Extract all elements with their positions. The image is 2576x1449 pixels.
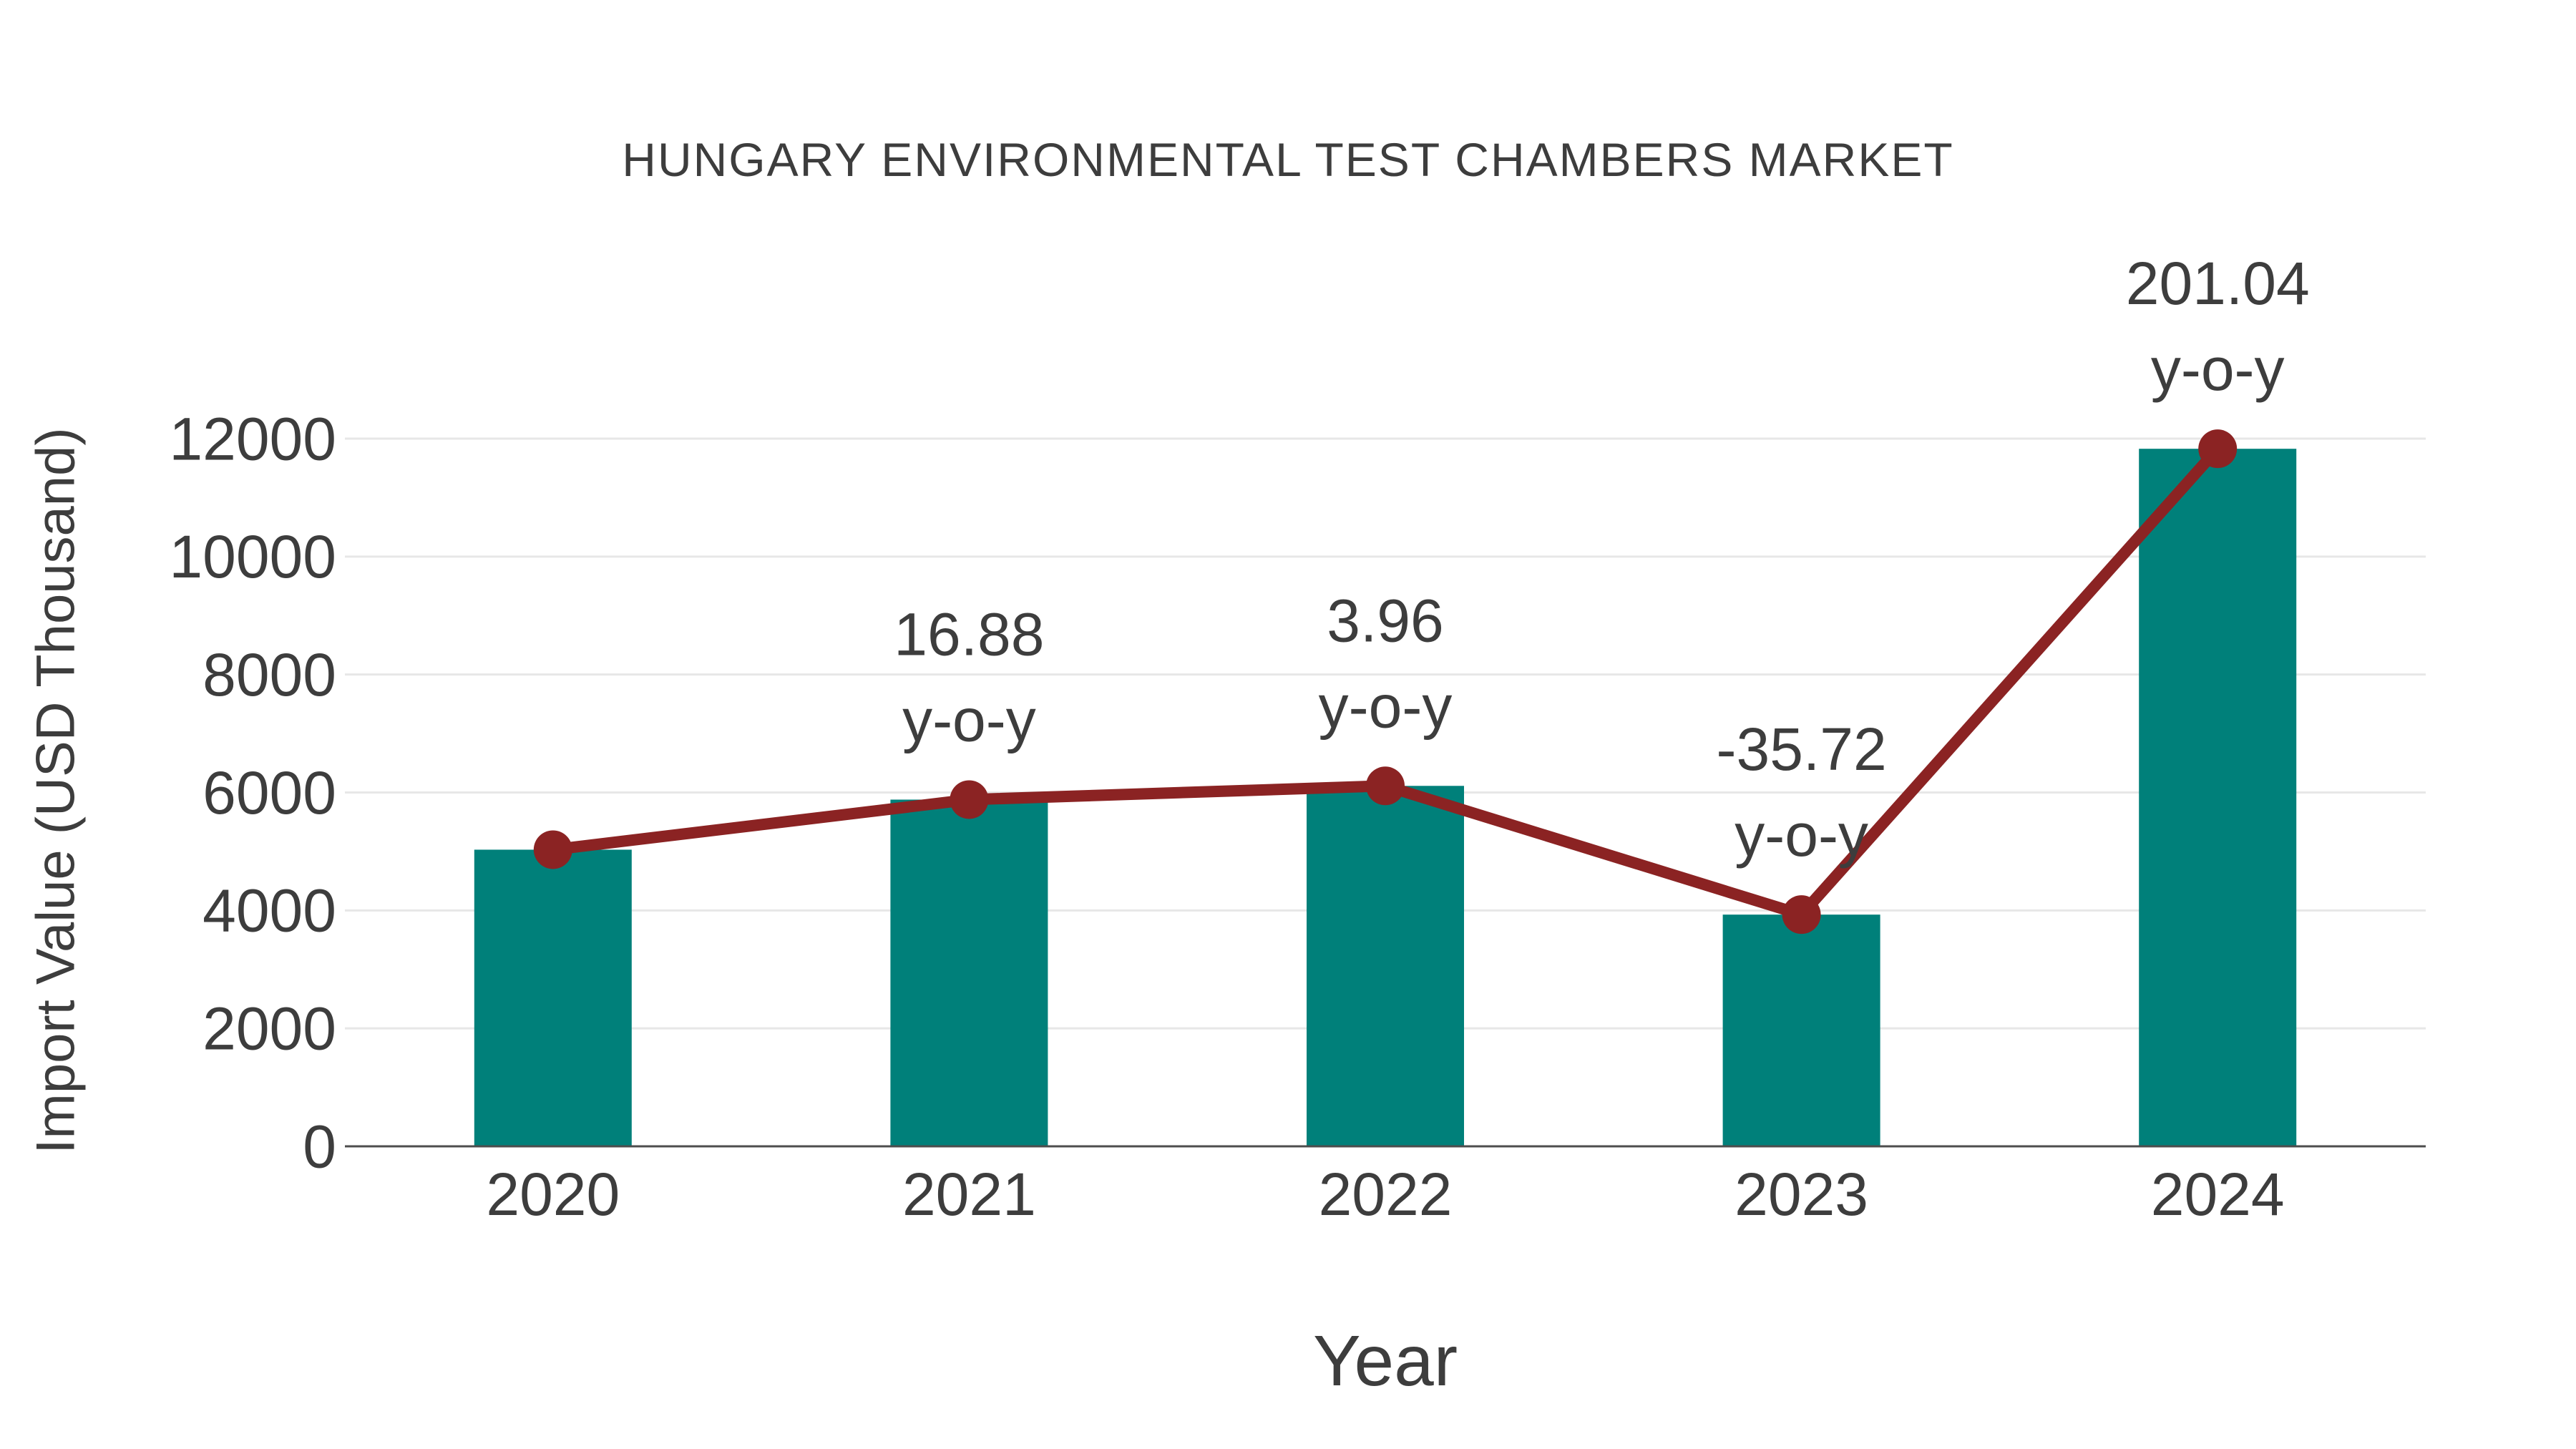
annotation-value-2021: 16.88 (894, 600, 1044, 668)
y-tick-label-10000: 10000 (169, 523, 336, 590)
annotation-suffix-2022: y-o-y (1319, 673, 1453, 740)
x-tick-label-2022: 2022 (1319, 1161, 1453, 1228)
x-tick-label-2023: 2023 (1735, 1161, 1868, 1228)
y-tick-label-0: 0 (303, 1113, 336, 1180)
annotation-value-2022: 3.96 (1327, 587, 1444, 654)
x-tick-label-2021: 2021 (902, 1161, 1036, 1228)
bar-2022 (1307, 786, 1464, 1146)
chart-title: HUNGARY ENVIRONMENTAL TEST CHAMBERS MARK… (622, 133, 1954, 186)
annotation-value-2023: -35.72 (1717, 716, 1887, 783)
bar-2023 (1722, 914, 1880, 1146)
y-tick-label-2000: 2000 (203, 995, 336, 1063)
annotation-suffix-2023: y-o-y (1735, 801, 1868, 869)
bar-2020 (474, 849, 632, 1146)
x-tick-label-2020: 2020 (486, 1161, 620, 1228)
bar-2021 (890, 799, 1048, 1146)
trend-marker-2023 (1782, 895, 1821, 935)
x-axis-title: Year (1312, 1321, 1458, 1401)
trend-marker-2020 (533, 830, 572, 869)
annotation-value-2024: 201.04 (2126, 250, 2310, 317)
y-tick-label-6000: 6000 (203, 759, 336, 826)
annotation-suffix-2021: y-o-y (902, 686, 1036, 753)
y-tick-label-4000: 4000 (203, 877, 336, 945)
trend-marker-2024 (2198, 429, 2238, 469)
annotation-suffix-2024: y-o-y (2151, 336, 2285, 403)
trend-marker-2021 (950, 780, 989, 819)
trend-marker-2022 (1366, 766, 1405, 806)
bar-2024 (2139, 449, 2297, 1146)
y-tick-label-12000: 12000 (169, 405, 336, 472)
x-tick-label-2024: 2024 (2151, 1161, 2285, 1228)
y-tick-label-8000: 8000 (203, 641, 336, 708)
